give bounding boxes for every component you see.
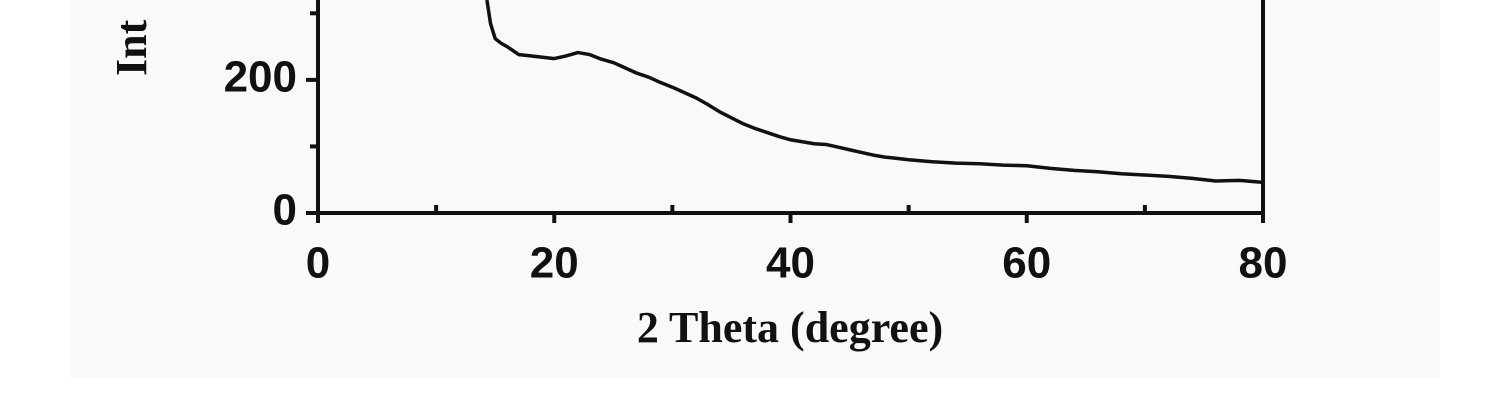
x-axis-label: 2 Theta (degree) <box>637 303 943 352</box>
y-tick-label: 0 <box>273 186 297 235</box>
background <box>70 0 1440 378</box>
x-tick-label: 20 <box>530 239 579 288</box>
x-tick-label: 80 <box>1239 239 1288 288</box>
x-tick-label: 40 <box>766 239 815 288</box>
y-axis-label: Int <box>107 19 156 76</box>
data-line <box>485 0 1264 185</box>
x-tick-label: 0 <box>306 239 330 288</box>
x-tick-label: 60 <box>1002 239 1051 288</box>
y-tick-label: 200 <box>224 53 297 102</box>
